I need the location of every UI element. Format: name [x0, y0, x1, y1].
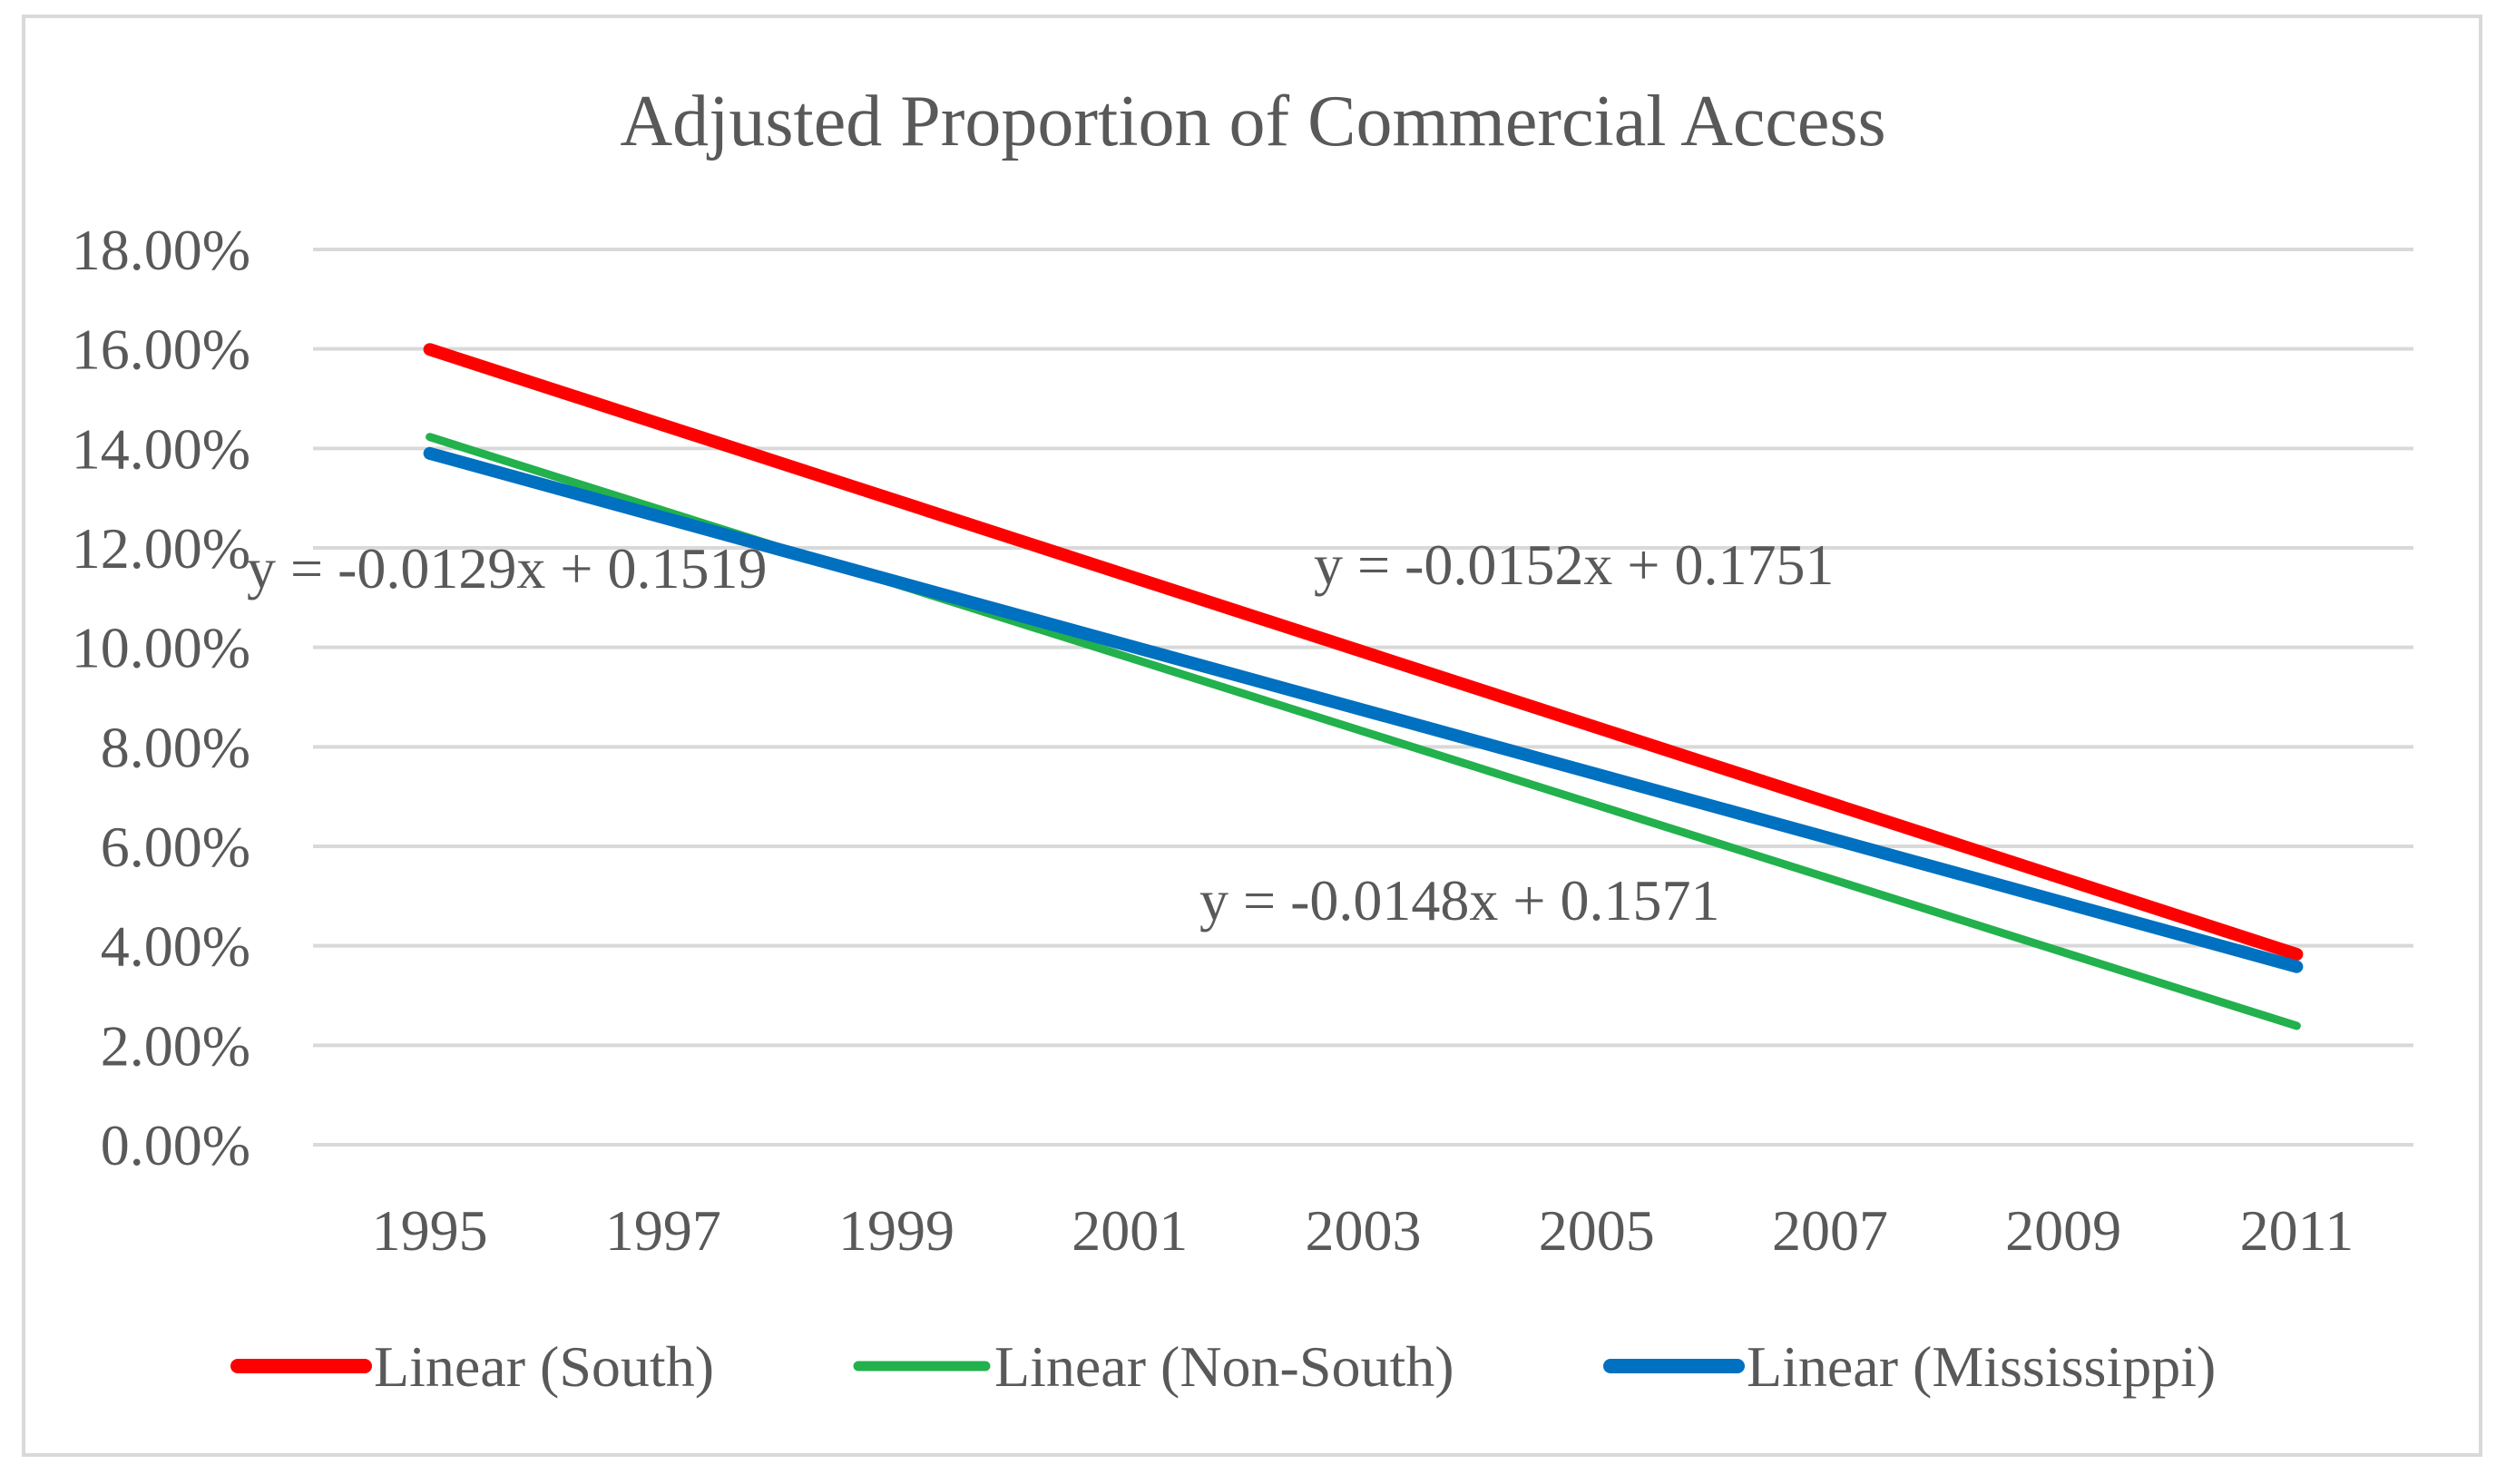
series-lines: [423, 343, 2304, 1030]
y-tick-label: 6.00%: [101, 815, 250, 879]
y-tick-label: 0.00%: [101, 1113, 250, 1177]
x-tick-label: 2001: [1072, 1198, 1188, 1263]
y-tick-label: 12.00%: [72, 516, 250, 581]
x-tick-label: 2009: [2005, 1198, 2121, 1263]
chart-frame: [22, 15, 2482, 1457]
legend-label: Linear (South): [374, 1334, 714, 1399]
x-tick-label: 2003: [1306, 1198, 1422, 1263]
x-tick-label: 2005: [1539, 1198, 1655, 1263]
y-tick-label: 18.00%: [72, 218, 250, 282]
legend-label: Linear (Non-South): [994, 1334, 1454, 1399]
y-tick-label: 16.00%: [72, 317, 250, 382]
y-tick-label: 4.00%: [101, 914, 250, 979]
legend-label: Linear (Mississippi): [1747, 1334, 2216, 1399]
x-tick-label: 2011: [2240, 1198, 2354, 1263]
y-tick-label: 2.00%: [101, 1013, 250, 1078]
legend: Linear (South) Linear (Non-South) Linear (…: [230, 1334, 2216, 1399]
y-tick-label: 8.00%: [101, 715, 250, 779]
x-tick-label: 1997: [605, 1198, 721, 1263]
equation-non-south: y = -0.0148x + 0.1571: [1199, 868, 1720, 932]
gridlines: [313, 248, 2413, 1147]
y-tick-label: 10.00%: [72, 616, 250, 680]
x-tick-label: 1995: [372, 1198, 488, 1263]
x-tick-label: 2007: [1772, 1198, 1888, 1263]
x-tick-label: 1999: [838, 1198, 954, 1263]
equation-south: y = -0.0152x + 0.1751: [1314, 532, 1835, 597]
x-axis-ticks: 1995 1997 1999 2001 2003 2005 2007 2009 2011: [372, 1198, 2354, 1263]
equation-mississippi: y = -0.0129x + 0.1519: [247, 536, 768, 600]
series-line-linear-south: [423, 343, 2304, 961]
chart-title: Adjusted Proportion of Commercial Access: [620, 82, 1885, 161]
trendline-equations: y = -0.0129x + 0.1519 y = -0.0152x + 0.1…: [247, 532, 1835, 932]
series-line-linear-mississippi: [423, 446, 2304, 973]
y-axis-ticks: 0.00% 2.00% 4.00% 6.00% 8.00% 10.00% 12.00% 14.…: [72, 218, 250, 1177]
y-tick-label: 14.00%: [72, 416, 250, 481]
